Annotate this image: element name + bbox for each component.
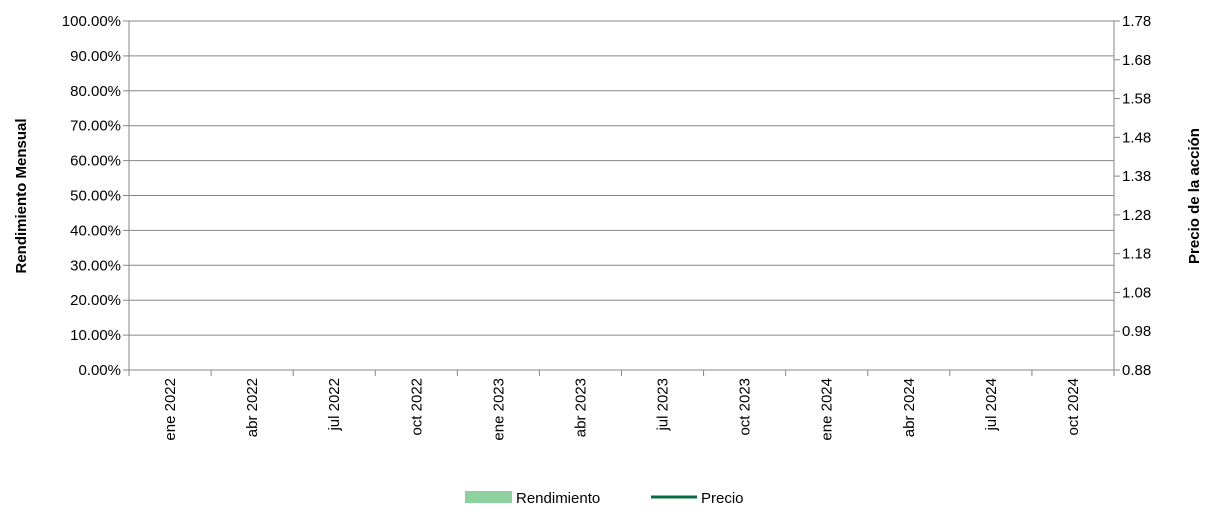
legend: Rendimiento Precio xyxy=(465,490,744,507)
left-axis-tick-label: 70.00% xyxy=(70,118,121,135)
right-axis-tick-label: 1.68 xyxy=(1122,52,1151,69)
x-axis-tick-label: abr 2024 xyxy=(901,378,918,437)
x-axis-tick-label: ene 2023 xyxy=(490,378,507,441)
left-axis-tick-label: 50.00% xyxy=(70,188,121,205)
left-axis-tick-label: 40.00% xyxy=(70,222,121,239)
left-axis-tick-label: 20.00% xyxy=(70,292,121,309)
left-axis-tick-label: 30.00% xyxy=(70,257,121,274)
x-axis-tick-label: jul 2024 xyxy=(983,378,1000,432)
right-axis-tick-label: 1.78 xyxy=(1122,13,1151,30)
left-axis-tick-label: 100.00% xyxy=(62,13,121,30)
left-axis-title: Rendimiento Mensual xyxy=(13,118,30,273)
legend-label-rendimiento: Rendimiento xyxy=(516,490,600,507)
left-axis: 0.00% 10.00% 20.00% 30.00% 40.00% 50.00% 60.00… xyxy=(62,13,129,379)
left-axis-tick-label: 80.00% xyxy=(70,83,121,100)
left-axis-tick-label: 10.00% xyxy=(70,327,121,344)
x-axis-tick-label: jul 2022 xyxy=(326,378,343,432)
legend-label-precio: Precio xyxy=(701,490,744,507)
left-axis-tick-label: 90.00% xyxy=(70,48,121,65)
left-axis-tick-label: 0.00% xyxy=(78,362,121,379)
right-axis-tick-label: 1.48 xyxy=(1122,129,1151,146)
left-axis-tick-label: 60.00% xyxy=(70,153,121,170)
right-axis-tick-label: 1.38 xyxy=(1122,168,1151,185)
right-axis-tick-label: 1.08 xyxy=(1122,284,1151,301)
x-axis-tick-label: oct 2024 xyxy=(1065,378,1082,436)
legend-swatch-rendimiento xyxy=(465,491,512,503)
right-axis-tick-label: 1.18 xyxy=(1122,246,1151,263)
right-axis-title: Precio de la acción xyxy=(1186,128,1203,264)
right-axis-tick-label: 1.58 xyxy=(1122,91,1151,108)
x-axis-tick-label: abr 2022 xyxy=(244,378,261,437)
right-axis-tick-label: 0.88 xyxy=(1122,362,1151,379)
x-axis-tick-label: jul 2023 xyxy=(655,378,672,432)
right-axis: 0.88 0.98 1.08 1.18 1.28 1.38 1.48 1.58 1.68 1.78 xyxy=(1114,13,1151,379)
x-axis-tick-label: abr 2023 xyxy=(572,378,589,437)
right-axis-tick-label: 1.28 xyxy=(1122,207,1151,224)
x-axis-tick-label: ene 2024 xyxy=(819,378,836,441)
gridlines xyxy=(129,20,1114,371)
x-axis-tick-label: oct 2022 xyxy=(408,378,425,436)
x-axis-tick-label: ene 2022 xyxy=(162,378,179,441)
x-axis: ene 2022 abr 2022 jul 2022 oct 2022 ene 2023… xyxy=(128,370,1115,441)
right-axis-tick-label: 0.98 xyxy=(1122,323,1151,340)
x-axis-tick-label: oct 2023 xyxy=(737,378,754,436)
